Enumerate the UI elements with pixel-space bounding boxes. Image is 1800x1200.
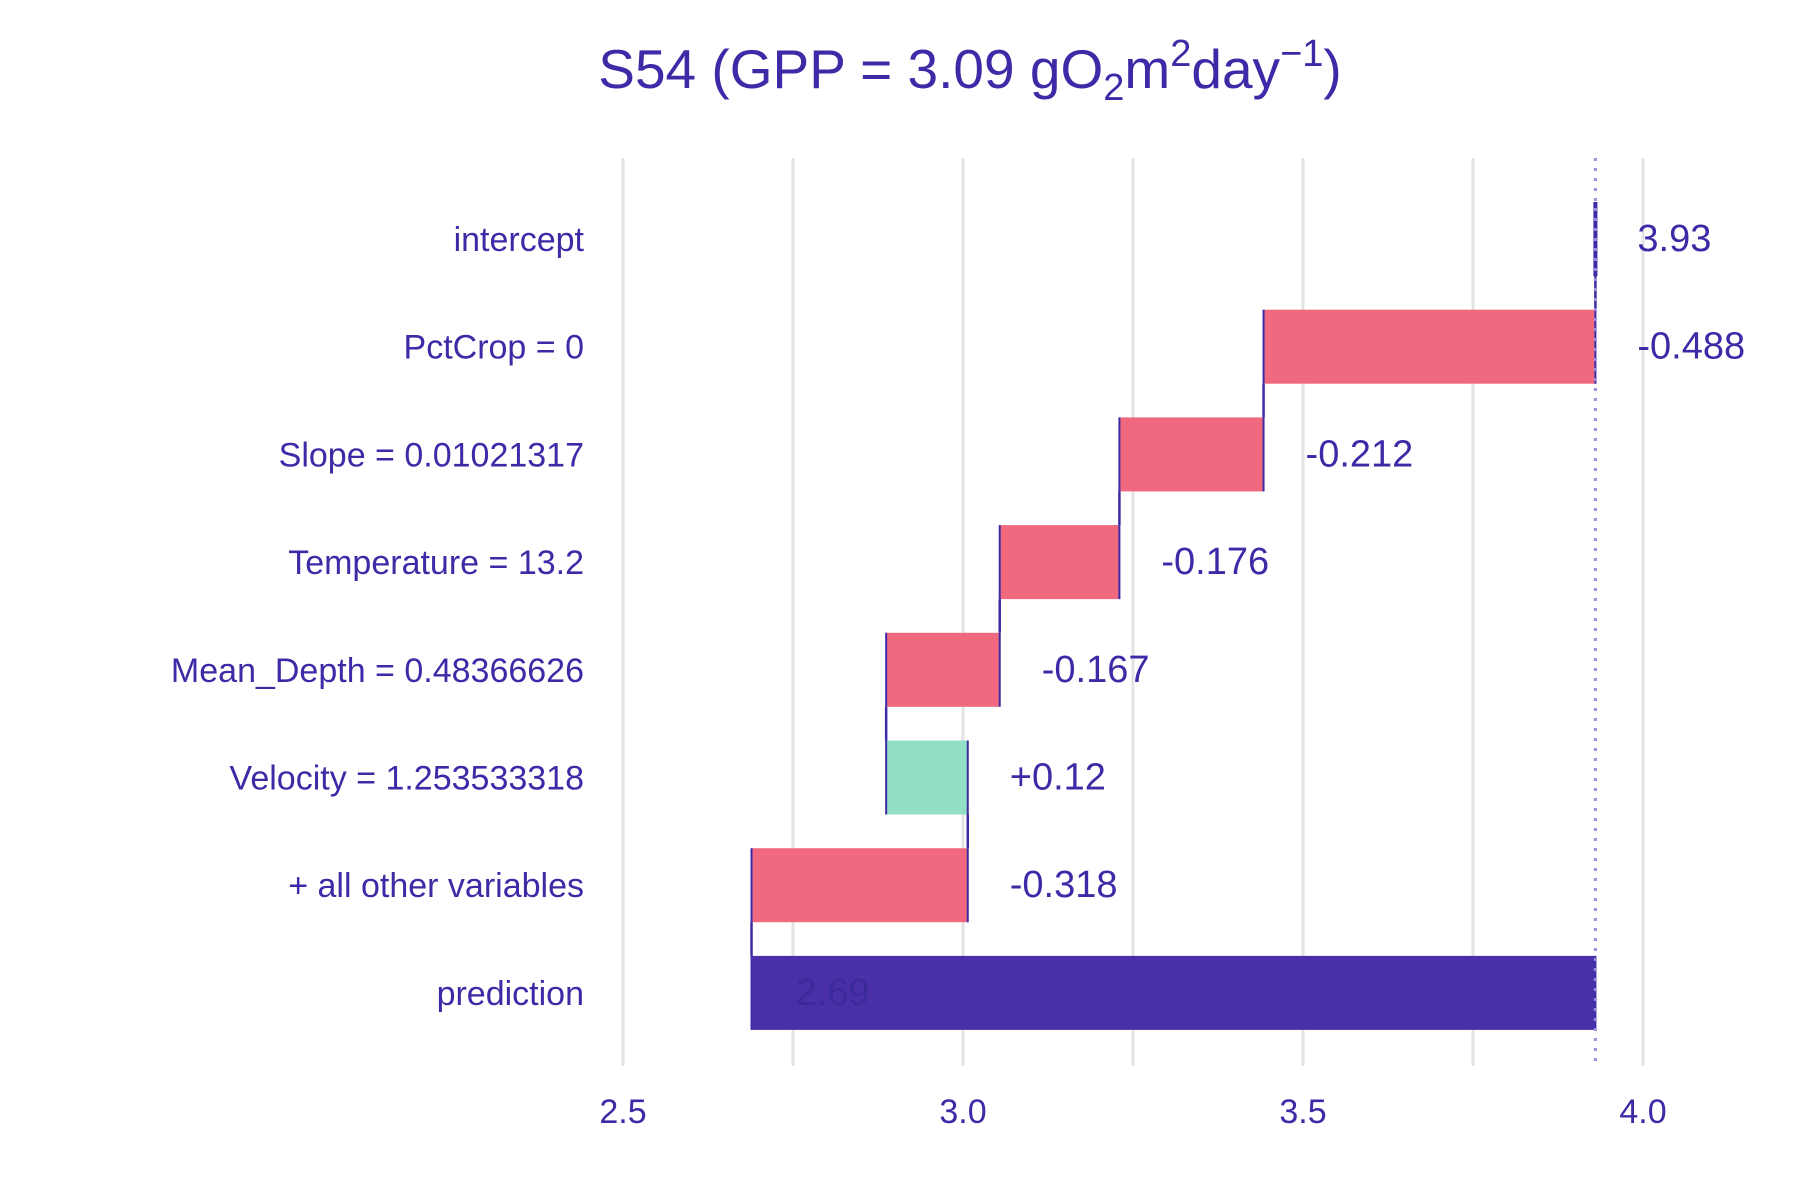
bar-prediction <box>751 955 1596 1030</box>
category-label: Slope = 0.01021317 <box>279 436 584 474</box>
gridlines <box>621 158 1645 1066</box>
x-tick-label: 3.0 <box>939 1093 986 1131</box>
title-after: day <box>1191 38 1280 100</box>
x-tick-label: 2.5 <box>599 1093 646 1131</box>
bar-negative <box>1119 417 1264 492</box>
bar-positive <box>886 740 968 815</box>
category-label: Temperature = 13.2 <box>288 544 584 582</box>
bars <box>750 158 1598 1066</box>
bar-negative <box>751 848 968 923</box>
bar-negative <box>999 525 1120 600</box>
title-superscript-2: −1 <box>1280 33 1323 75</box>
category-label: Mean_Depth = 0.48366626 <box>171 652 584 690</box>
value-label: -0.212 <box>1306 433 1414 475</box>
x-tick-label: 3.5 <box>1279 1093 1326 1131</box>
category-label: prediction <box>437 975 584 1013</box>
chart-title: S54 (GPP = 3.09 gO2m2day−1) <box>598 33 1341 109</box>
category-label: Velocity = 1.253533318 <box>230 760 584 798</box>
labels: intercept 3.93 PctCrop = 0 -0.488 Slope = 0.… <box>171 218 1745 1014</box>
value-label: +0.12 <box>1010 757 1106 799</box>
value-label: -0.167 <box>1042 649 1150 691</box>
bar-negative <box>1263 309 1596 384</box>
category-label: + all other variables <box>288 867 584 905</box>
bar-negative <box>886 632 1000 707</box>
category-label: PctCrop = 0 <box>404 329 584 367</box>
x-axis: 2.5 3.0 3.5 4.0 <box>599 1093 1666 1131</box>
x-tick-label: 4.0 <box>1619 1093 1666 1131</box>
title-superscript-1: 2 <box>1170 33 1191 75</box>
title-subscript: 2 <box>1103 67 1124 109</box>
title-middle: m <box>1124 38 1170 100</box>
category-label: intercept <box>454 221 585 259</box>
title-suffix: ) <box>1323 38 1341 100</box>
value-label: -0.488 <box>1637 326 1745 368</box>
title-prefix: S54 (GPP = 3.09 gO <box>598 38 1103 100</box>
value-label: 2.69 <box>796 972 870 1014</box>
value-label: -0.176 <box>1161 541 1269 583</box>
value-label: -0.318 <box>1010 864 1118 906</box>
value-label: 3.93 <box>1637 218 1711 260</box>
